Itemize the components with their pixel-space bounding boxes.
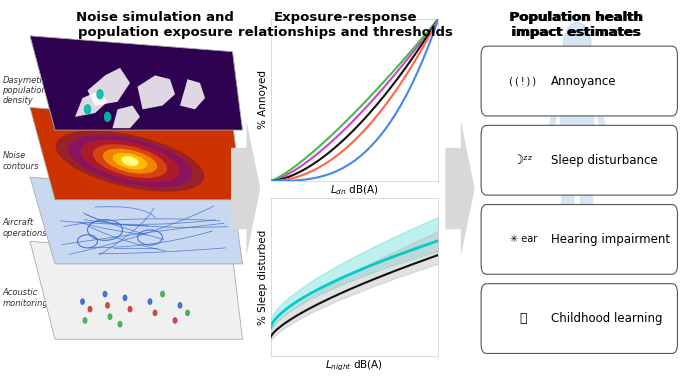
Polygon shape xyxy=(30,177,242,264)
Polygon shape xyxy=(559,79,595,162)
Text: Exposure-response
relationships and thresholds: Exposure-response relationships and thre… xyxy=(238,11,453,39)
Ellipse shape xyxy=(103,149,158,174)
Polygon shape xyxy=(30,107,242,200)
Circle shape xyxy=(103,291,107,297)
Text: Aircraft
operations: Aircraft operations xyxy=(3,218,47,238)
Text: ✳ ear: ✳ ear xyxy=(510,234,537,244)
Circle shape xyxy=(105,112,110,121)
Text: ☽ᶻᶻ: ☽ᶻᶻ xyxy=(513,154,534,167)
Text: Sleep disturbance: Sleep disturbance xyxy=(551,154,658,167)
Circle shape xyxy=(153,310,157,316)
Polygon shape xyxy=(561,162,575,256)
Circle shape xyxy=(84,318,87,323)
Circle shape xyxy=(105,303,110,308)
Circle shape xyxy=(173,318,177,323)
Ellipse shape xyxy=(68,135,192,187)
Text: Childhood learning: Childhood learning xyxy=(551,312,662,325)
Circle shape xyxy=(88,307,92,312)
Text: Population health
impact estimates: Population health impact estimates xyxy=(510,11,644,39)
Text: Hearing impairment: Hearing impairment xyxy=(551,233,671,246)
FancyBboxPatch shape xyxy=(481,284,677,354)
Ellipse shape xyxy=(112,153,147,170)
Text: Annoyance: Annoyance xyxy=(551,75,616,87)
Polygon shape xyxy=(572,72,582,79)
Y-axis label: % Sleep disturbed: % Sleep disturbed xyxy=(258,230,268,325)
Circle shape xyxy=(123,295,127,300)
Circle shape xyxy=(178,303,182,308)
Ellipse shape xyxy=(93,144,167,178)
Circle shape xyxy=(97,90,103,99)
FancyBboxPatch shape xyxy=(481,204,677,274)
FancyBboxPatch shape xyxy=(481,126,677,195)
Text: Noise simulation and
population exposure: Noise simulation and population exposure xyxy=(76,11,234,39)
Polygon shape xyxy=(445,121,475,256)
Text: Dasymetric
population
density: Dasymetric population density xyxy=(3,75,51,106)
Circle shape xyxy=(84,105,90,114)
X-axis label: $L_{dn}$ dB(A): $L_{dn}$ dB(A) xyxy=(330,184,379,197)
Y-axis label: % Annoyed: % Annoyed xyxy=(258,70,268,129)
Circle shape xyxy=(108,314,112,319)
Polygon shape xyxy=(180,79,205,109)
Polygon shape xyxy=(30,241,242,339)
FancyBboxPatch shape xyxy=(481,46,677,116)
Circle shape xyxy=(186,310,189,316)
Polygon shape xyxy=(544,79,563,147)
Ellipse shape xyxy=(55,131,204,192)
Polygon shape xyxy=(112,106,140,128)
Polygon shape xyxy=(138,75,175,109)
Circle shape xyxy=(119,322,122,327)
X-axis label: $L_{night}$ dB(A): $L_{night}$ dB(A) xyxy=(325,359,384,374)
Polygon shape xyxy=(30,36,242,130)
Circle shape xyxy=(161,291,164,297)
Circle shape xyxy=(563,23,591,72)
Circle shape xyxy=(81,299,84,304)
Text: 🎓: 🎓 xyxy=(519,312,527,325)
Text: ((!)): ((!)) xyxy=(508,76,538,86)
Ellipse shape xyxy=(121,156,138,166)
Ellipse shape xyxy=(80,140,179,182)
Polygon shape xyxy=(75,90,108,117)
Circle shape xyxy=(128,307,132,312)
Polygon shape xyxy=(580,162,593,256)
Text: Population health
impact estimates: Population health impact estimates xyxy=(509,11,642,39)
Polygon shape xyxy=(591,79,610,147)
Polygon shape xyxy=(231,121,260,256)
Polygon shape xyxy=(88,68,130,106)
Text: Acoustic
monitoring: Acoustic monitoring xyxy=(3,288,48,308)
Circle shape xyxy=(148,299,152,304)
Text: Noise
contours: Noise contours xyxy=(3,152,39,171)
